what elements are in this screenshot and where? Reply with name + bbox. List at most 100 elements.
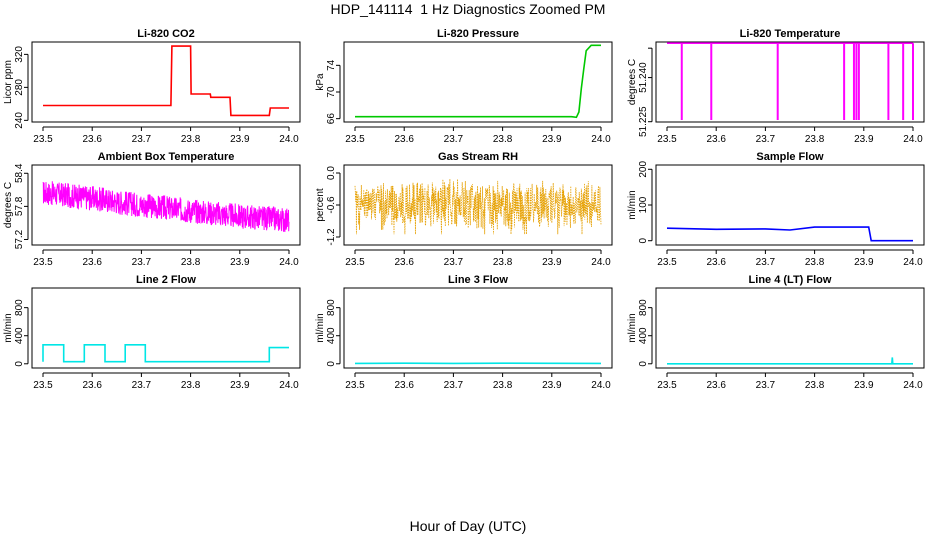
x-tick-label: 23.9 — [542, 134, 562, 145]
x-tick-label: 23.6 — [82, 257, 102, 268]
x-tick-label: 23.8 — [493, 134, 513, 145]
x-tick-label: 23.8 — [181, 134, 201, 145]
series-points — [354, 178, 602, 235]
series-line — [42, 181, 290, 233]
y-axis-label: ml/min — [3, 313, 14, 342]
y-tick-label: 0 — [14, 361, 25, 367]
x-tick-label: 23.8 — [805, 134, 825, 145]
plot-frame — [343, 41, 613, 123]
y-tick-label: 800 — [638, 299, 649, 316]
x-tick-label: 24.0 — [591, 257, 611, 268]
x-tick-label: 23.5 — [33, 134, 53, 145]
plot-area — [354, 178, 602, 235]
x-tick-label: 23.5 — [33, 380, 53, 391]
panel-3: Li-820 Temperature degrees C 23.5 23.6 23.7 2… — [627, 28, 925, 145]
y-tick-label: 800 — [326, 299, 337, 316]
plot-frame — [31, 287, 301, 369]
panel-2: Li-820 Pressure kPa 23.5 23.6 23.7 23.8 23.9 24… — [315, 28, 613, 145]
y-axis-label: percent — [315, 188, 326, 222]
x-tick-label: 23.5 — [345, 257, 365, 268]
panel-7: Line 2 Flow ml/min 23.5 23.6 23.7 23.8 23.9 24.… — [3, 274, 301, 391]
panel-4: Ambient Box Temperature degrees C 23.5 23.6… — [3, 151, 301, 268]
x-tick-label: 23.5 — [657, 134, 677, 145]
x-tick-label: 24.0 — [591, 134, 611, 145]
series-line — [666, 226, 913, 242]
panel-title: Li-820 Temperature — [740, 28, 841, 40]
series-line — [355, 44, 601, 119]
x-tick-label: 23.8 — [493, 380, 513, 391]
x-tick-label: 23.8 — [805, 257, 825, 268]
x-tick-label: 23.5 — [345, 380, 365, 391]
x-tick-label: 23.7 — [756, 134, 776, 145]
y-axis-label: kPa — [315, 73, 326, 91]
plot-frame — [343, 164, 613, 246]
panel-5: Gas Stream RH percent 23.5 23.6 23.7 23.8 23.9… — [315, 151, 613, 268]
panel-title: Ambient Box Temperature — [98, 151, 235, 163]
y-tick-label: 0 — [638, 361, 649, 367]
x-tick-label: 23.6 — [706, 380, 726, 391]
panel-title: Li-820 Pressure — [437, 28, 519, 40]
y-tick-label: 400 — [14, 327, 25, 344]
x-tick-label: 23.7 — [444, 134, 464, 145]
panel-1: Li-820 CO2 Licor ppm 23.5 23.6 23.7 23.8 23.9 2… — [3, 28, 301, 145]
y-tick-label: -1.2 — [326, 228, 337, 246]
x-tick-label: 23.5 — [657, 257, 677, 268]
x-tick-label: 23.7 — [444, 380, 464, 391]
plot-frame — [343, 287, 613, 369]
x-tick-label: 23.5 — [345, 134, 365, 145]
plot-area — [667, 42, 914, 120]
x-tick-label: 23.6 — [82, 380, 102, 391]
y-tick-label: 320 — [14, 46, 25, 63]
y-tick-label: 100 — [638, 196, 649, 213]
x-tick-label: 23.9 — [854, 257, 874, 268]
y-axis-label: degrees C — [3, 182, 14, 228]
y-tick-label: 280 — [14, 79, 25, 96]
x-tick-label: 23.6 — [394, 380, 414, 391]
panel-title: Sample Flow — [756, 151, 824, 163]
y-axis-label: ml/min — [315, 313, 326, 342]
y-tick-label: 57.8 — [14, 196, 25, 216]
x-tick-label: 23.9 — [230, 134, 250, 145]
x-tick-label: 23.5 — [33, 257, 53, 268]
x-tick-label: 24.0 — [903, 134, 923, 145]
x-tick-label: 23.9 — [230, 380, 250, 391]
panel-6: Sample Flow ml/min 23.5 23.6 23.7 23.8 23.9 24.… — [627, 151, 925, 268]
x-tick-label: 23.8 — [181, 380, 201, 391]
x-tick-label: 23.9 — [854, 134, 874, 145]
series-line — [667, 357, 913, 365]
y-axis-label: Licor ppm — [3, 60, 14, 104]
x-tick-label: 23.9 — [854, 380, 874, 391]
plot-frame — [655, 41, 925, 123]
y-tick-label: 800 — [14, 299, 25, 316]
y-tick-label: -0.6 — [326, 196, 337, 214]
x-tick-label: 23.9 — [542, 257, 562, 268]
panel-title: Line 4 (LT) Flow — [749, 274, 832, 286]
x-tick-label: 23.7 — [444, 257, 464, 268]
y-tick-label: 51.240 — [638, 62, 649, 93]
y-tick-label: 66 — [326, 113, 337, 125]
x-tick-label: 23.6 — [706, 257, 726, 268]
panel-title: Li-820 CO2 — [137, 28, 194, 40]
y-tick-label: 70 — [326, 86, 337, 98]
plot-area — [666, 226, 913, 242]
plot-frame — [655, 164, 925, 246]
plot-area — [43, 45, 289, 117]
x-tick-label: 23.7 — [756, 380, 776, 391]
x-tick-label: 23.6 — [82, 134, 102, 145]
x-tick-label: 24.0 — [591, 380, 611, 391]
x-tick-label: 23.7 — [132, 380, 152, 391]
x-tick-label: 23.8 — [181, 257, 201, 268]
x-tick-label: 23.6 — [394, 257, 414, 268]
plot-frame — [31, 164, 301, 246]
y-axis-label: ml/min — [627, 313, 638, 342]
plot-area — [355, 44, 601, 119]
x-tick-label: 24.0 — [903, 257, 923, 268]
y-tick-label: 200 — [638, 161, 649, 178]
panel-8: Line 3 Flow ml/min 23.5 23.6 23.7 23.8 23.9 24.… — [315, 274, 613, 391]
x-tick-label: 23.8 — [493, 257, 513, 268]
x-tick-label: 23.6 — [394, 134, 414, 145]
figure-title: HDP_141114 1 Hz Diagnostics Zoomed PM — [330, 1, 606, 17]
plot-area — [42, 181, 290, 233]
y-axis-label: ml/min — [627, 190, 638, 219]
